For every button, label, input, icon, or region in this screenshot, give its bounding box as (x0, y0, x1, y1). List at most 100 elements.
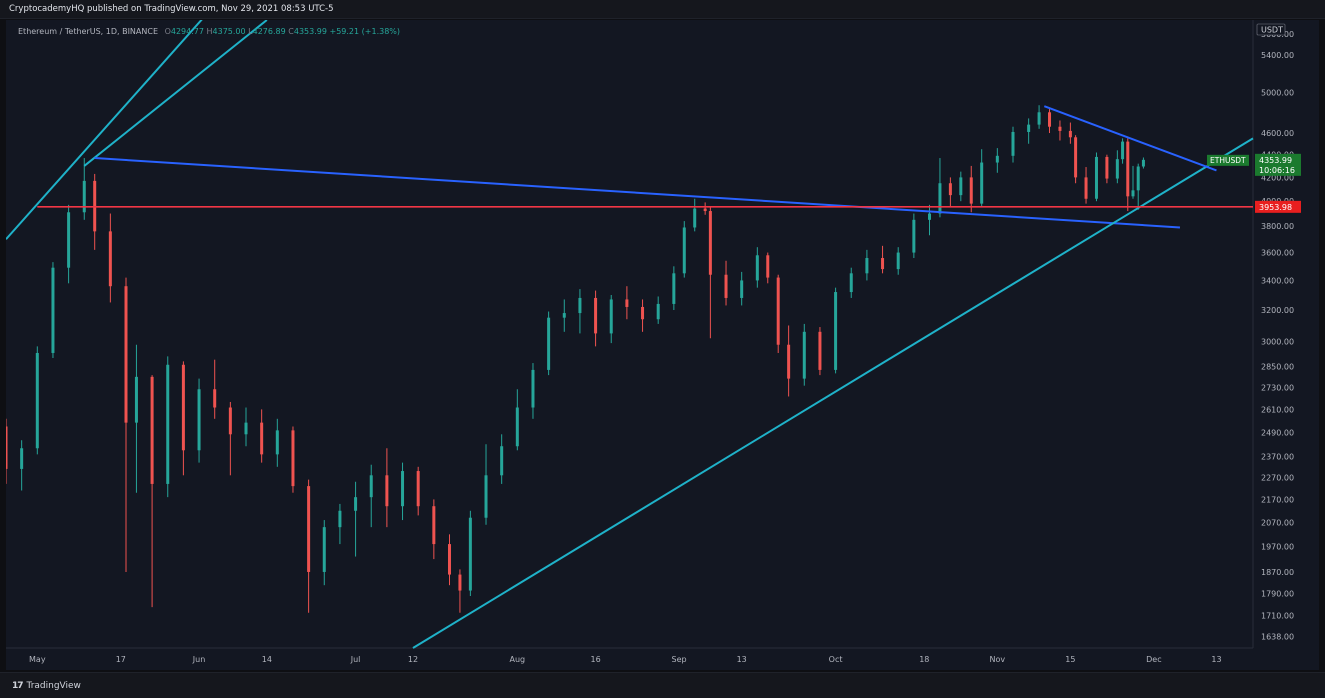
x-tick-label: 17 (116, 655, 126, 664)
candle-body (625, 299, 629, 307)
candle-body (1048, 112, 1052, 127)
candle-body (849, 273, 853, 293)
trendline-1 (6, 20, 203, 240)
open-value: 4294.77 (170, 27, 204, 36)
candle-body (124, 286, 128, 423)
high-label: H (206, 27, 213, 36)
x-tick-label: Jun (192, 655, 206, 664)
x-tick-label: 12 (408, 655, 418, 664)
candle-body (1131, 190, 1135, 197)
x-tick-label: 13 (1211, 655, 1221, 664)
candle-body (108, 231, 112, 287)
candle-body (1126, 141, 1130, 197)
candle-body (1115, 159, 1119, 179)
candle-body (1094, 156, 1098, 199)
y-tick-label: 4200.00 (1261, 173, 1294, 182)
price-chart[interactable]: 1638.00 1710.00 1790.00 1870.00 1970.00 2070.… (6, 20, 1319, 670)
candle-body (656, 303, 660, 320)
candle-body (432, 506, 436, 545)
close-label: C (288, 27, 294, 36)
candle-body (1121, 141, 1125, 160)
y-tick-label: 2170.00 (1261, 495, 1294, 504)
candle-body (416, 471, 420, 507)
publisher-line: CryptocademyHQ published on TradingView.… (9, 4, 334, 14)
candle-body (641, 306, 645, 320)
candle-body (531, 369, 535, 408)
candle-body (369, 475, 373, 498)
support-price-label: 3953.98 (1259, 203, 1292, 212)
trendline-5 (1043, 105, 1217, 172)
candle-body (447, 544, 451, 575)
candle-body (150, 376, 154, 484)
candle-body (134, 376, 138, 423)
candle-body (1011, 131, 1015, 156)
y-tick-label: 5000.00 (1261, 88, 1294, 97)
x-tick-label: May (29, 655, 46, 664)
candle-body (755, 255, 759, 281)
candle-body (938, 183, 942, 214)
candle-body (562, 313, 566, 318)
x-tick-label: Sep (672, 655, 687, 664)
price-axis-panel (1253, 20, 1319, 670)
trendline-3 (94, 157, 1181, 229)
candle-body (724, 274, 728, 298)
candle-body (547, 317, 551, 370)
open-label: O (164, 27, 171, 36)
x-tick-label: Aug (510, 655, 526, 664)
y-tick-label: 2850.00 (1261, 362, 1294, 371)
y-tick-label: 2610.00 (1261, 405, 1294, 414)
candle-body (468, 517, 472, 591)
candle-body (385, 475, 389, 507)
y-tick-label: 4600.00 (1261, 129, 1294, 138)
time-axis-panel (6, 648, 1319, 670)
candle-body (197, 389, 201, 451)
candle-body (1074, 137, 1078, 178)
x-tick-label: 14 (262, 655, 272, 664)
y-tick-label: 2270.00 (1261, 473, 1294, 482)
candle-body (484, 475, 488, 518)
candle-body (766, 255, 770, 278)
y-tick-label: 2370.00 (1261, 452, 1294, 461)
support-price-tag (1255, 200, 1301, 213)
candle-body (35, 352, 39, 449)
x-tick-label: 16 (590, 655, 600, 664)
countdown-label: 10:06:16 (1259, 166, 1295, 175)
candle-body (1058, 126, 1062, 131)
candle-body (787, 344, 791, 379)
candle-body (166, 364, 170, 484)
candle-body (881, 258, 885, 270)
y-tick-label: 2490.00 (1261, 428, 1294, 437)
x-tick-label: Nov (990, 655, 1006, 664)
candle-body (969, 177, 973, 204)
y-tick-label: 3800.00 (1261, 222, 1294, 231)
candle-body (980, 162, 984, 204)
symbol-tag (1207, 154, 1249, 166)
y-tick-label: 3600.00 (1261, 249, 1294, 258)
y-tick-label: 3200.00 (1261, 306, 1294, 315)
candle-body (1084, 177, 1088, 199)
x-tick-label: 18 (919, 655, 929, 664)
chart-area[interactable]: 1638.00 1710.00 1790.00 1870.00 1970.00 2070.… (6, 20, 1319, 670)
candle-body (338, 510, 342, 528)
candle-body (609, 299, 613, 334)
x-tick-label: Oct (829, 655, 843, 664)
y-tick-label: 1870.00 (1261, 568, 1294, 577)
candle-body (896, 252, 900, 270)
candle-body (703, 208, 707, 212)
candle-body (1037, 112, 1041, 125)
y-tick-label: 3000.00 (1261, 337, 1294, 346)
candle-body (1141, 159, 1145, 167)
candle-body (244, 422, 248, 435)
low-label: L (248, 27, 253, 36)
x-tick-label: Dec (1146, 655, 1161, 664)
candle-body (82, 180, 86, 213)
candle-body (682, 227, 686, 274)
candle-body (995, 155, 999, 163)
candle-body (322, 527, 326, 572)
candle-body (865, 258, 869, 274)
candle-body (708, 211, 712, 275)
candle-body (959, 177, 963, 196)
symbol-legend: Ethereum / TetherUS, 1D, BINANCE O4294.7… (18, 27, 400, 36)
tradingview-logo[interactable]: 17 TradingView (12, 681, 81, 691)
candle-body (594, 297, 598, 334)
